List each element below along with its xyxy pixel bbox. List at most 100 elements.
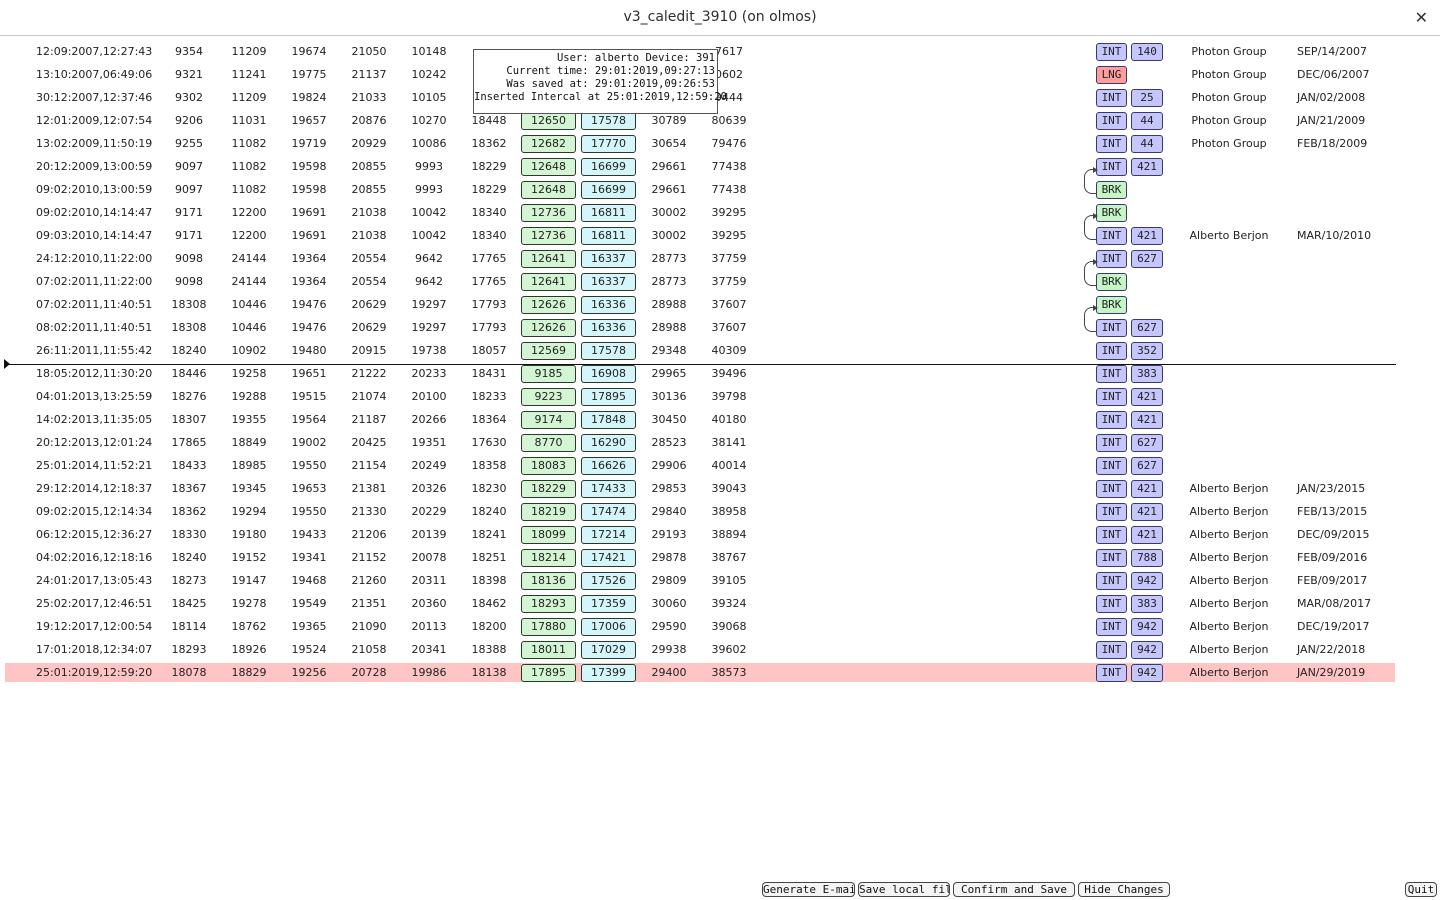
- confirm-and-save-button[interactable]: Confirm and Save: [953, 882, 1075, 897]
- interval-number-tag[interactable]: 421: [1131, 227, 1163, 245]
- editable-value-blue[interactable]: 17214: [581, 526, 636, 544]
- type-tag-brk[interactable]: BRK: [1096, 181, 1127, 199]
- editable-value-blue[interactable]: 17848: [581, 411, 636, 429]
- editable-value-green[interactable]: 9185: [521, 365, 576, 383]
- editable-value-blue[interactable]: 17006: [581, 618, 636, 636]
- type-tag-int[interactable]: INT: [1096, 411, 1127, 429]
- table-row[interactable]: 12:01:2009,12:07:54 9206 11031 19657 20876 10…: [0, 109, 1440, 132]
- type-tag-brk[interactable]: BRK: [1096, 204, 1127, 222]
- editable-value-blue[interactable]: 16699: [581, 158, 636, 176]
- editable-value-green[interactable]: 12641: [521, 273, 576, 291]
- type-tag-int[interactable]: INT: [1096, 572, 1127, 590]
- table-row[interactable]: 14:02:2013,11:35:05 18307 19355 19564 21187 2…: [0, 408, 1440, 431]
- editable-value-blue[interactable]: 16908: [581, 365, 636, 383]
- type-tag-int[interactable]: INT: [1096, 549, 1127, 567]
- editable-value-blue[interactable]: 17433: [581, 480, 636, 498]
- interval-number-tag[interactable]: 421: [1131, 526, 1163, 544]
- type-tag-int[interactable]: INT: [1096, 618, 1127, 636]
- type-tag-int[interactable]: INT: [1096, 503, 1127, 521]
- interval-number-tag[interactable]: 383: [1131, 365, 1163, 383]
- interval-number-tag[interactable]: 421: [1131, 388, 1163, 406]
- table-row[interactable]: 19:12:2017,12:00:54 18114 18762 19365 21090 2…: [0, 615, 1440, 638]
- table-row[interactable]: 25:01:2014,11:52:21 18433 18985 19550 21154 2…: [0, 454, 1440, 477]
- close-icon[interactable]: ✕: [1414, 8, 1428, 27]
- table-row[interactable]: 04:01:2013,13:25:59 18276 19288 19515 21074 2…: [0, 385, 1440, 408]
- editable-value-blue[interactable]: 16626: [581, 457, 636, 475]
- hide-changes-button[interactable]: Hide Changes: [1078, 882, 1170, 897]
- interval-number-tag[interactable]: 627: [1131, 434, 1163, 452]
- editable-value-green[interactable]: 12648: [521, 181, 576, 199]
- type-tag-int[interactable]: INT: [1096, 526, 1127, 544]
- interval-number-tag[interactable]: 942: [1131, 664, 1163, 682]
- table-row[interactable]: 07:02:2011,11:40:51 18308 10446 19476 20629 1…: [0, 293, 1440, 316]
- editable-value-blue[interactable]: 17895: [581, 388, 636, 406]
- type-tag-brk[interactable]: BRK: [1096, 296, 1127, 314]
- interval-number-tag[interactable]: 942: [1131, 572, 1163, 590]
- editable-value-green[interactable]: 8770: [521, 434, 576, 452]
- table-row[interactable]: 18:05:2012,11:30:20 18446 19258 19651 21222 2…: [0, 362, 1440, 385]
- interval-number-tag[interactable]: 25: [1131, 89, 1163, 107]
- editable-value-blue[interactable]: 16699: [581, 181, 636, 199]
- editable-value-blue[interactable]: 17578: [581, 112, 636, 130]
- table-row[interactable]: 20:12:2013,12:01:24 17865 18849 19002 20425 1…: [0, 431, 1440, 454]
- type-tag-int[interactable]: INT: [1096, 43, 1127, 61]
- table-row[interactable]: 25:02:2017,12:46:51 18425 19278 19549 21351 2…: [0, 592, 1440, 615]
- editable-value-green[interactable]: 12736: [521, 204, 576, 222]
- editable-value-green[interactable]: 12682: [521, 135, 576, 153]
- editable-value-blue[interactable]: 16336: [581, 296, 636, 314]
- editable-value-green[interactable]: 18011: [521, 641, 576, 659]
- editable-value-green[interactable]: 18229: [521, 480, 576, 498]
- editable-value-green[interactable]: 9174: [521, 411, 576, 429]
- table-row[interactable]: 08:02:2011,11:40:51 18308 10446 19476 20629 1…: [0, 316, 1440, 339]
- editable-value-green[interactable]: 12626: [521, 319, 576, 337]
- editable-value-green[interactable]: 12569: [521, 342, 576, 360]
- interval-number-tag[interactable]: 788: [1131, 549, 1163, 567]
- editable-value-green[interactable]: 12650: [521, 112, 576, 130]
- save-local-file-button[interactable]: Save local file: [858, 882, 950, 897]
- interval-number-tag[interactable]: 44: [1131, 135, 1163, 153]
- type-tag-int[interactable]: INT: [1096, 434, 1127, 452]
- type-tag-int[interactable]: INT: [1096, 227, 1127, 245]
- interval-number-tag[interactable]: 421: [1131, 411, 1163, 429]
- table-row[interactable]: 09:02:2015,12:14:34 18362 19294 19550 21330 2…: [0, 500, 1440, 523]
- table-row[interactable]: 25:01:2019,12:59:20 18078 18829 19256 20728 1…: [0, 661, 1440, 684]
- editable-value-green[interactable]: 17880: [521, 618, 576, 636]
- quit-button[interactable]: Quit: [1405, 882, 1437, 897]
- editable-value-green[interactable]: 18214: [521, 549, 576, 567]
- type-tag-int[interactable]: INT: [1096, 641, 1127, 659]
- type-tag-int[interactable]: INT: [1096, 664, 1127, 682]
- table-row[interactable]: 13:02:2009,11:50:19 9255 11082 19719 20929 10…: [0, 132, 1440, 155]
- type-tag-int[interactable]: INT: [1096, 480, 1127, 498]
- type-tag-int[interactable]: INT: [1096, 158, 1127, 176]
- table-row[interactable]: 17:01:2018,12:34:07 18293 18926 19524 21058 2…: [0, 638, 1440, 661]
- editable-value-blue[interactable]: 16811: [581, 227, 636, 245]
- table-row[interactable]: 09:02:2010,14:14:47 9171 12200 19691 21038 10…: [0, 201, 1440, 224]
- table-row[interactable]: 30:12:2007,12:37:46 9302 11209 19824 21033 10…: [0, 86, 1440, 109]
- table-row[interactable]: 07:02:2011,11:22:00 9098 24144 19364 20554 96…: [0, 270, 1440, 293]
- editable-value-green[interactable]: 9223: [521, 388, 576, 406]
- editable-value-blue[interactable]: 17770: [581, 135, 636, 153]
- editable-value-green[interactable]: 12648: [521, 158, 576, 176]
- interval-number-tag[interactable]: 627: [1131, 250, 1163, 268]
- table-row[interactable]: 09:03:2010,14:14:47 9171 12200 19691 21038 10…: [0, 224, 1440, 247]
- editable-value-blue[interactable]: 17029: [581, 641, 636, 659]
- table-row[interactable]: 13:10:2007,06:49:06 9321 11241 19775 21137 10…: [0, 63, 1440, 86]
- type-tag-int[interactable]: INT: [1096, 595, 1127, 613]
- table-row[interactable]: 09:02:2010,13:00:59 9097 11082 19598 20855 99…: [0, 178, 1440, 201]
- interval-number-tag[interactable]: 627: [1131, 457, 1163, 475]
- interval-number-tag[interactable]: 627: [1131, 319, 1163, 337]
- interval-number-tag[interactable]: 140: [1131, 43, 1163, 61]
- editable-value-blue[interactable]: 17399: [581, 664, 636, 682]
- editable-value-blue[interactable]: 17526: [581, 572, 636, 590]
- editable-value-green[interactable]: 12736: [521, 227, 576, 245]
- type-tag-int[interactable]: INT: [1096, 365, 1127, 383]
- type-tag-int[interactable]: INT: [1096, 388, 1127, 406]
- editable-value-blue[interactable]: 16337: [581, 273, 636, 291]
- type-tag-int[interactable]: INT: [1096, 342, 1127, 360]
- interval-number-tag[interactable]: 44: [1131, 112, 1163, 130]
- editable-value-green[interactable]: 17895: [521, 664, 576, 682]
- table-row[interactable]: 12:09:2007,12:27:43 9354 11209 19674 21050 10…: [0, 40, 1440, 63]
- interval-number-tag[interactable]: 942: [1131, 641, 1163, 659]
- editable-value-blue[interactable]: 17578: [581, 342, 636, 360]
- table-row[interactable]: 24:01:2017,13:05:43 18273 19147 19468 21260 2…: [0, 569, 1440, 592]
